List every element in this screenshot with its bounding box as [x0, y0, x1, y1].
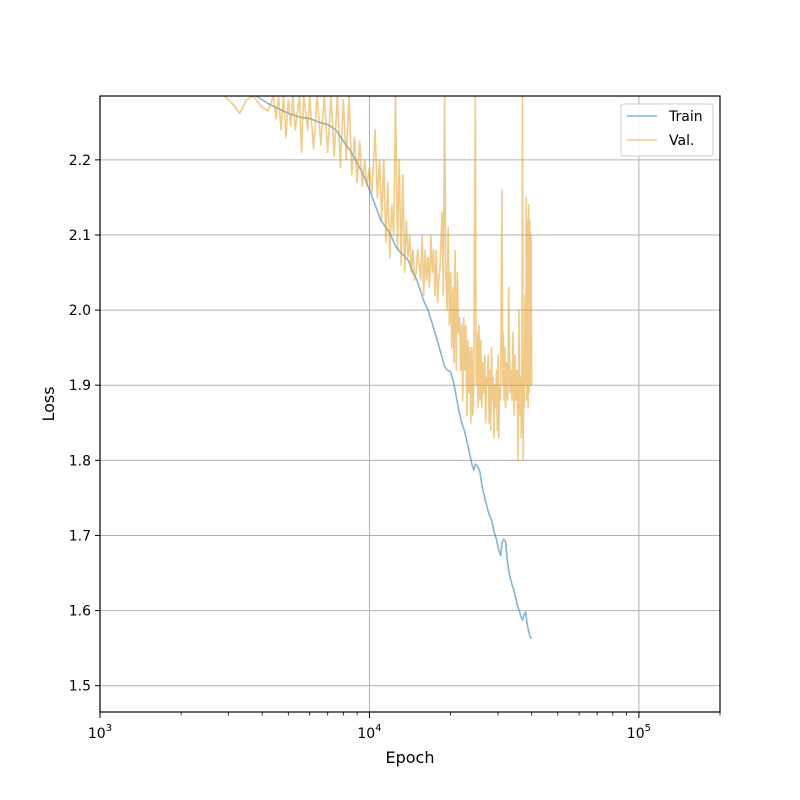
x-axis-label: Epoch: [386, 748, 435, 767]
y-tick-label: 2.2: [69, 153, 91, 169]
legend-train-label: Train: [668, 109, 703, 125]
x-tick-exponent: 4: [375, 723, 381, 734]
plot-frame: [99, 95, 721, 713]
x-tick-base: 10: [357, 726, 375, 742]
plot-area-background: [100, 96, 720, 712]
x-tick-label: 105: [627, 723, 651, 742]
y-axis-ticks: 1.5 1.6 1.7 1.8 1.9 2.0 2.1 2.2: [69, 153, 100, 695]
legend-box: [620, 103, 714, 157]
y-tick-label: 1.7: [69, 528, 91, 544]
y-tick-label: 1.9: [69, 378, 91, 394]
legend-val-label: Val.: [669, 133, 694, 149]
y-axis-label: Loss: [39, 386, 58, 421]
x-tick-label: 104: [357, 723, 381, 742]
y-tick-label: 2.0: [69, 303, 91, 319]
legend: Train Val.: [620, 103, 714, 157]
val-loss-line: [224, 96, 533, 462]
x-tick-exponent: 5: [645, 723, 651, 734]
x-tick-exponent: 3: [106, 723, 112, 734]
y-tick-label: 1.5: [69, 679, 91, 695]
y-tick-label: 1.8: [69, 453, 91, 469]
y-tick-label: 1.6: [69, 604, 91, 620]
data-lines: [224, 96, 533, 639]
x-tick-base: 10: [88, 726, 106, 742]
y-tick-label: 2.1: [69, 228, 91, 244]
x-tick-base: 10: [627, 726, 645, 742]
x-tick-label: 103: [88, 723, 112, 742]
x-axis-ticks: 103 104 105: [88, 712, 721, 742]
